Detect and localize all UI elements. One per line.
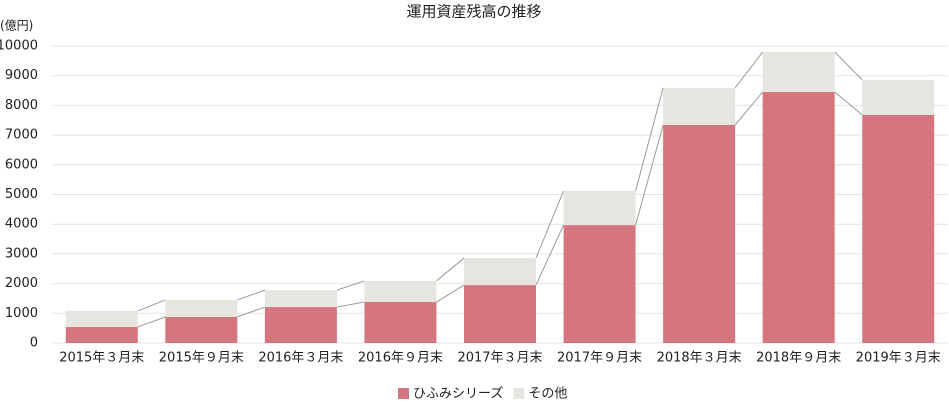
y-tick-label: 2000 [5,276,38,291]
y-tick-label: 8000 [5,98,38,113]
y-tick-label: 3000 [5,246,38,261]
legend-label: その他 [528,387,567,402]
connector [734,91,764,126]
bar-segment [65,310,138,327]
y-tick-label: 5000 [5,187,38,202]
connector [237,306,266,318]
x-tick-label: 2017年３月末 [457,351,542,366]
y-tick-label: 9000 [5,68,38,83]
y-tick-label: 0 [30,336,38,351]
bar-segment [862,114,935,344]
x-tick-label: 2016年３月末 [258,351,343,366]
bar-segment [264,290,337,308]
x-tick-label: 2019年３月末 [856,351,941,366]
connector [137,316,166,328]
legend-swatch [513,388,525,399]
bar-segment [663,125,736,343]
bar-segment [663,87,736,126]
bar-segment [165,299,238,317]
x-tick-label: 2015年９月末 [159,351,244,366]
connector [834,51,863,81]
x-tick-label: 2017年９月末 [557,351,642,366]
bar-segment [762,51,835,93]
bar-segment [563,190,636,226]
connector [535,224,565,286]
x-tick-label: 2018年３月末 [657,351,742,366]
connector [734,51,764,89]
connector [635,124,664,226]
bar-segment [464,258,536,286]
y-axis-label: (億円) [0,19,33,33]
x-tick-label: 2015年３月末 [59,351,144,366]
connector [834,91,863,116]
x-tick-label: 2016年９月末 [358,351,443,366]
connector [436,284,465,303]
connector [336,280,365,291]
x-tick-label: 2018年９月末 [756,351,841,366]
bar-segment [264,307,337,343]
bar-segment [65,326,138,343]
connector [436,257,465,282]
bar-segment [762,92,835,343]
y-tick-label: 7000 [5,128,38,143]
chart-title: 運用資産残高の推移 [406,3,541,21]
connector [137,299,166,312]
y-tick-label: 4000 [5,217,38,232]
connector [635,87,664,192]
bar-segment [364,302,437,343]
connector [237,289,266,301]
legend-label: ひふみシリーズ [413,386,503,402]
y-tick-label: 6000 [5,157,38,172]
y-tick-label: 1000 [5,306,38,321]
bar-segment [862,79,935,115]
connector [336,301,365,308]
bar-segment [364,280,437,303]
legend-swatch [398,388,409,399]
bar-segment [563,225,636,343]
y-tick-label: 10000 [0,39,38,54]
connector [535,190,565,259]
bar-segment [464,285,536,343]
bar-segment [165,316,238,343]
